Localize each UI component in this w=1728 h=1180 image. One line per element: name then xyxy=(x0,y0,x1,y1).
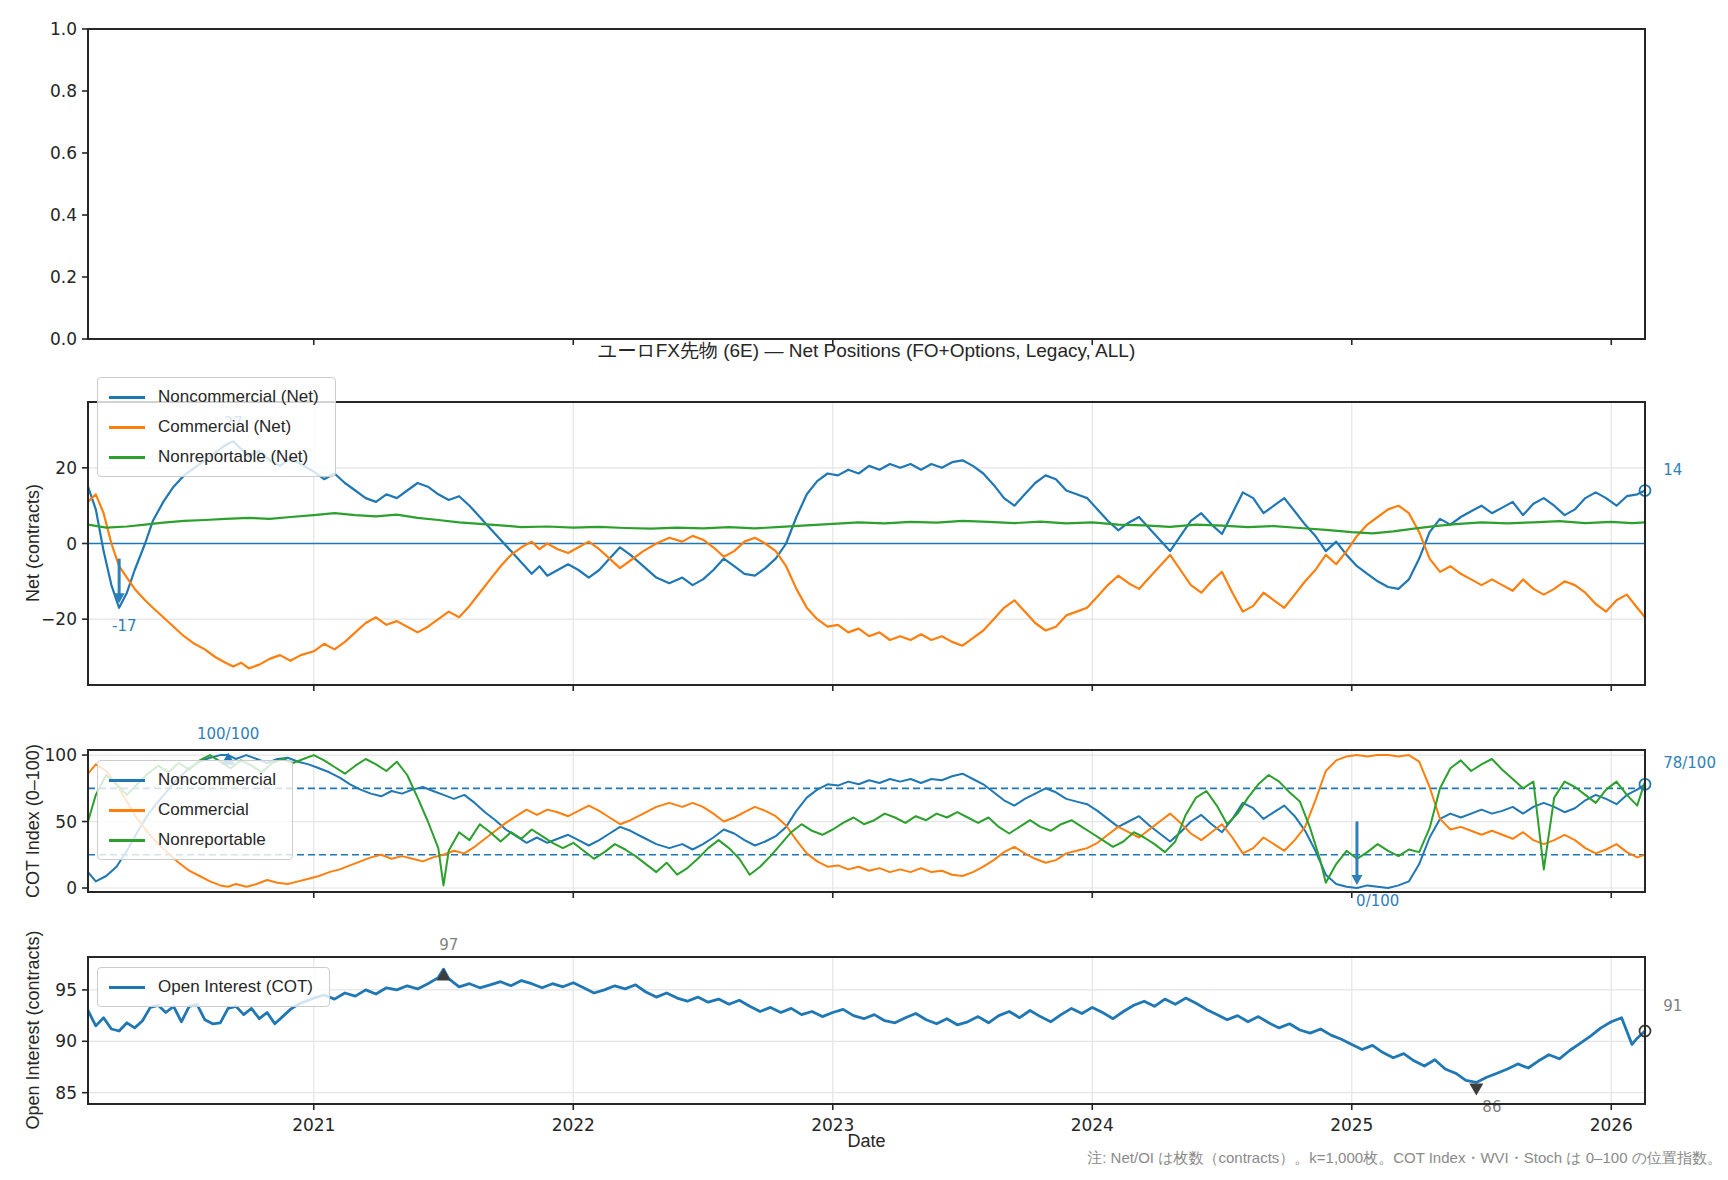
y-tick-label: 1.0 xyxy=(50,19,77,39)
y-tick-label: 0.8 xyxy=(50,81,77,101)
legend-open-interest: Open Interest (COT) xyxy=(97,967,330,1007)
series-line xyxy=(88,755,1645,887)
y-tick-label: 95 xyxy=(55,980,77,1000)
arrow-down-icon xyxy=(1351,875,1362,885)
legend-label: Noncommercial (Net) xyxy=(158,387,319,407)
legend-label: Commercial (Net) xyxy=(158,417,291,437)
legend-net: Noncommercial (Net) Commercial (Net) Non… xyxy=(97,377,336,477)
y-tick-label: 0.4 xyxy=(50,205,77,225)
panel-3: 978691959085202120222023202420252026 xyxy=(55,936,1682,1135)
y-axis-label-cot-index: COT Index (0–100) xyxy=(23,744,44,898)
y-tick-label: 50 xyxy=(55,812,77,832)
legend-item-commercial: Commercial xyxy=(109,800,276,820)
legend-item-noncommercial: Noncommercial xyxy=(109,770,276,790)
annotation-value: 100/100 xyxy=(197,725,259,743)
panel-0: 1.0 0.8 0.6 0.4 0.2 0.0 xyxy=(50,19,1645,349)
legend-label: Commercial xyxy=(158,800,249,820)
annotation-value: 78/100 xyxy=(1663,754,1716,772)
legend-line-swatch xyxy=(109,396,145,399)
legend-item-nonreportable: Nonreportable xyxy=(109,830,276,850)
y-tick-label: 20 xyxy=(55,458,77,478)
footnote: 注: Net/OI は枚数（contracts）。k=1,000枚。COT In… xyxy=(1087,1149,1722,1168)
legend-line-swatch xyxy=(109,779,145,782)
y-axis-label-net: Net (contracts) xyxy=(23,484,44,602)
y-tick-label: 0.0 xyxy=(50,329,77,349)
y-tick-label: 0 xyxy=(66,534,77,554)
annotation-value: 91 xyxy=(1663,997,1682,1015)
figure: 1.00.80.60.40.20.027-1714200−20100/1000/… xyxy=(0,0,1728,1180)
annotation-value: 14 xyxy=(1663,461,1682,479)
legend-label: Open Interest (COT) xyxy=(158,977,313,997)
annotation-value: 97 xyxy=(439,936,458,954)
legend-label: Nonreportable xyxy=(158,830,266,850)
legend-cot-index: Noncommercial Commercial Nonreportable xyxy=(97,760,293,860)
y-tick-label: 85 xyxy=(55,1083,77,1103)
series-line xyxy=(88,494,1645,668)
legend-line-swatch xyxy=(109,426,145,429)
panel-2: 100/100 0/100 78/100 100 50 0 xyxy=(45,725,1716,910)
legend-item-noncommercial-net: Noncommercial (Net) xyxy=(109,387,319,407)
series-line xyxy=(88,755,1645,885)
legend-label: Noncommercial xyxy=(158,770,276,790)
legend-item-commercial-net: Commercial (Net) xyxy=(109,417,319,437)
legend-line-swatch xyxy=(109,809,145,812)
y-axis-label-open-interest: Open Interest (contracts) xyxy=(23,930,44,1129)
annotation-value: 86 xyxy=(1482,1098,1501,1116)
legend-label: Nonreportable (Net) xyxy=(158,447,308,467)
legend-line-swatch xyxy=(109,456,145,459)
y-tick-label: 0.2 xyxy=(50,267,77,287)
y-tick-label: 0 xyxy=(66,878,77,898)
annotation-value: 0/100 xyxy=(1356,892,1399,910)
annotation-value: -17 xyxy=(112,617,137,635)
legend-line-swatch xyxy=(109,839,145,842)
y-tick-label: 90 xyxy=(55,1031,77,1051)
chart-title: ユーロFX先物 (6E) — Net Positions (FO+Options… xyxy=(88,338,1645,364)
y-tick-label: −20 xyxy=(41,609,77,629)
legend-line-swatch xyxy=(109,986,145,989)
legend-item-nonreportable-net: Nonreportable (Net) xyxy=(109,447,319,467)
y-tick-label: 0.6 xyxy=(50,143,77,163)
triangle-down-icon xyxy=(1469,1084,1483,1096)
y-tick-label: 100 xyxy=(45,745,77,765)
legend-item-open-interest: Open Interest (COT) xyxy=(109,977,313,997)
